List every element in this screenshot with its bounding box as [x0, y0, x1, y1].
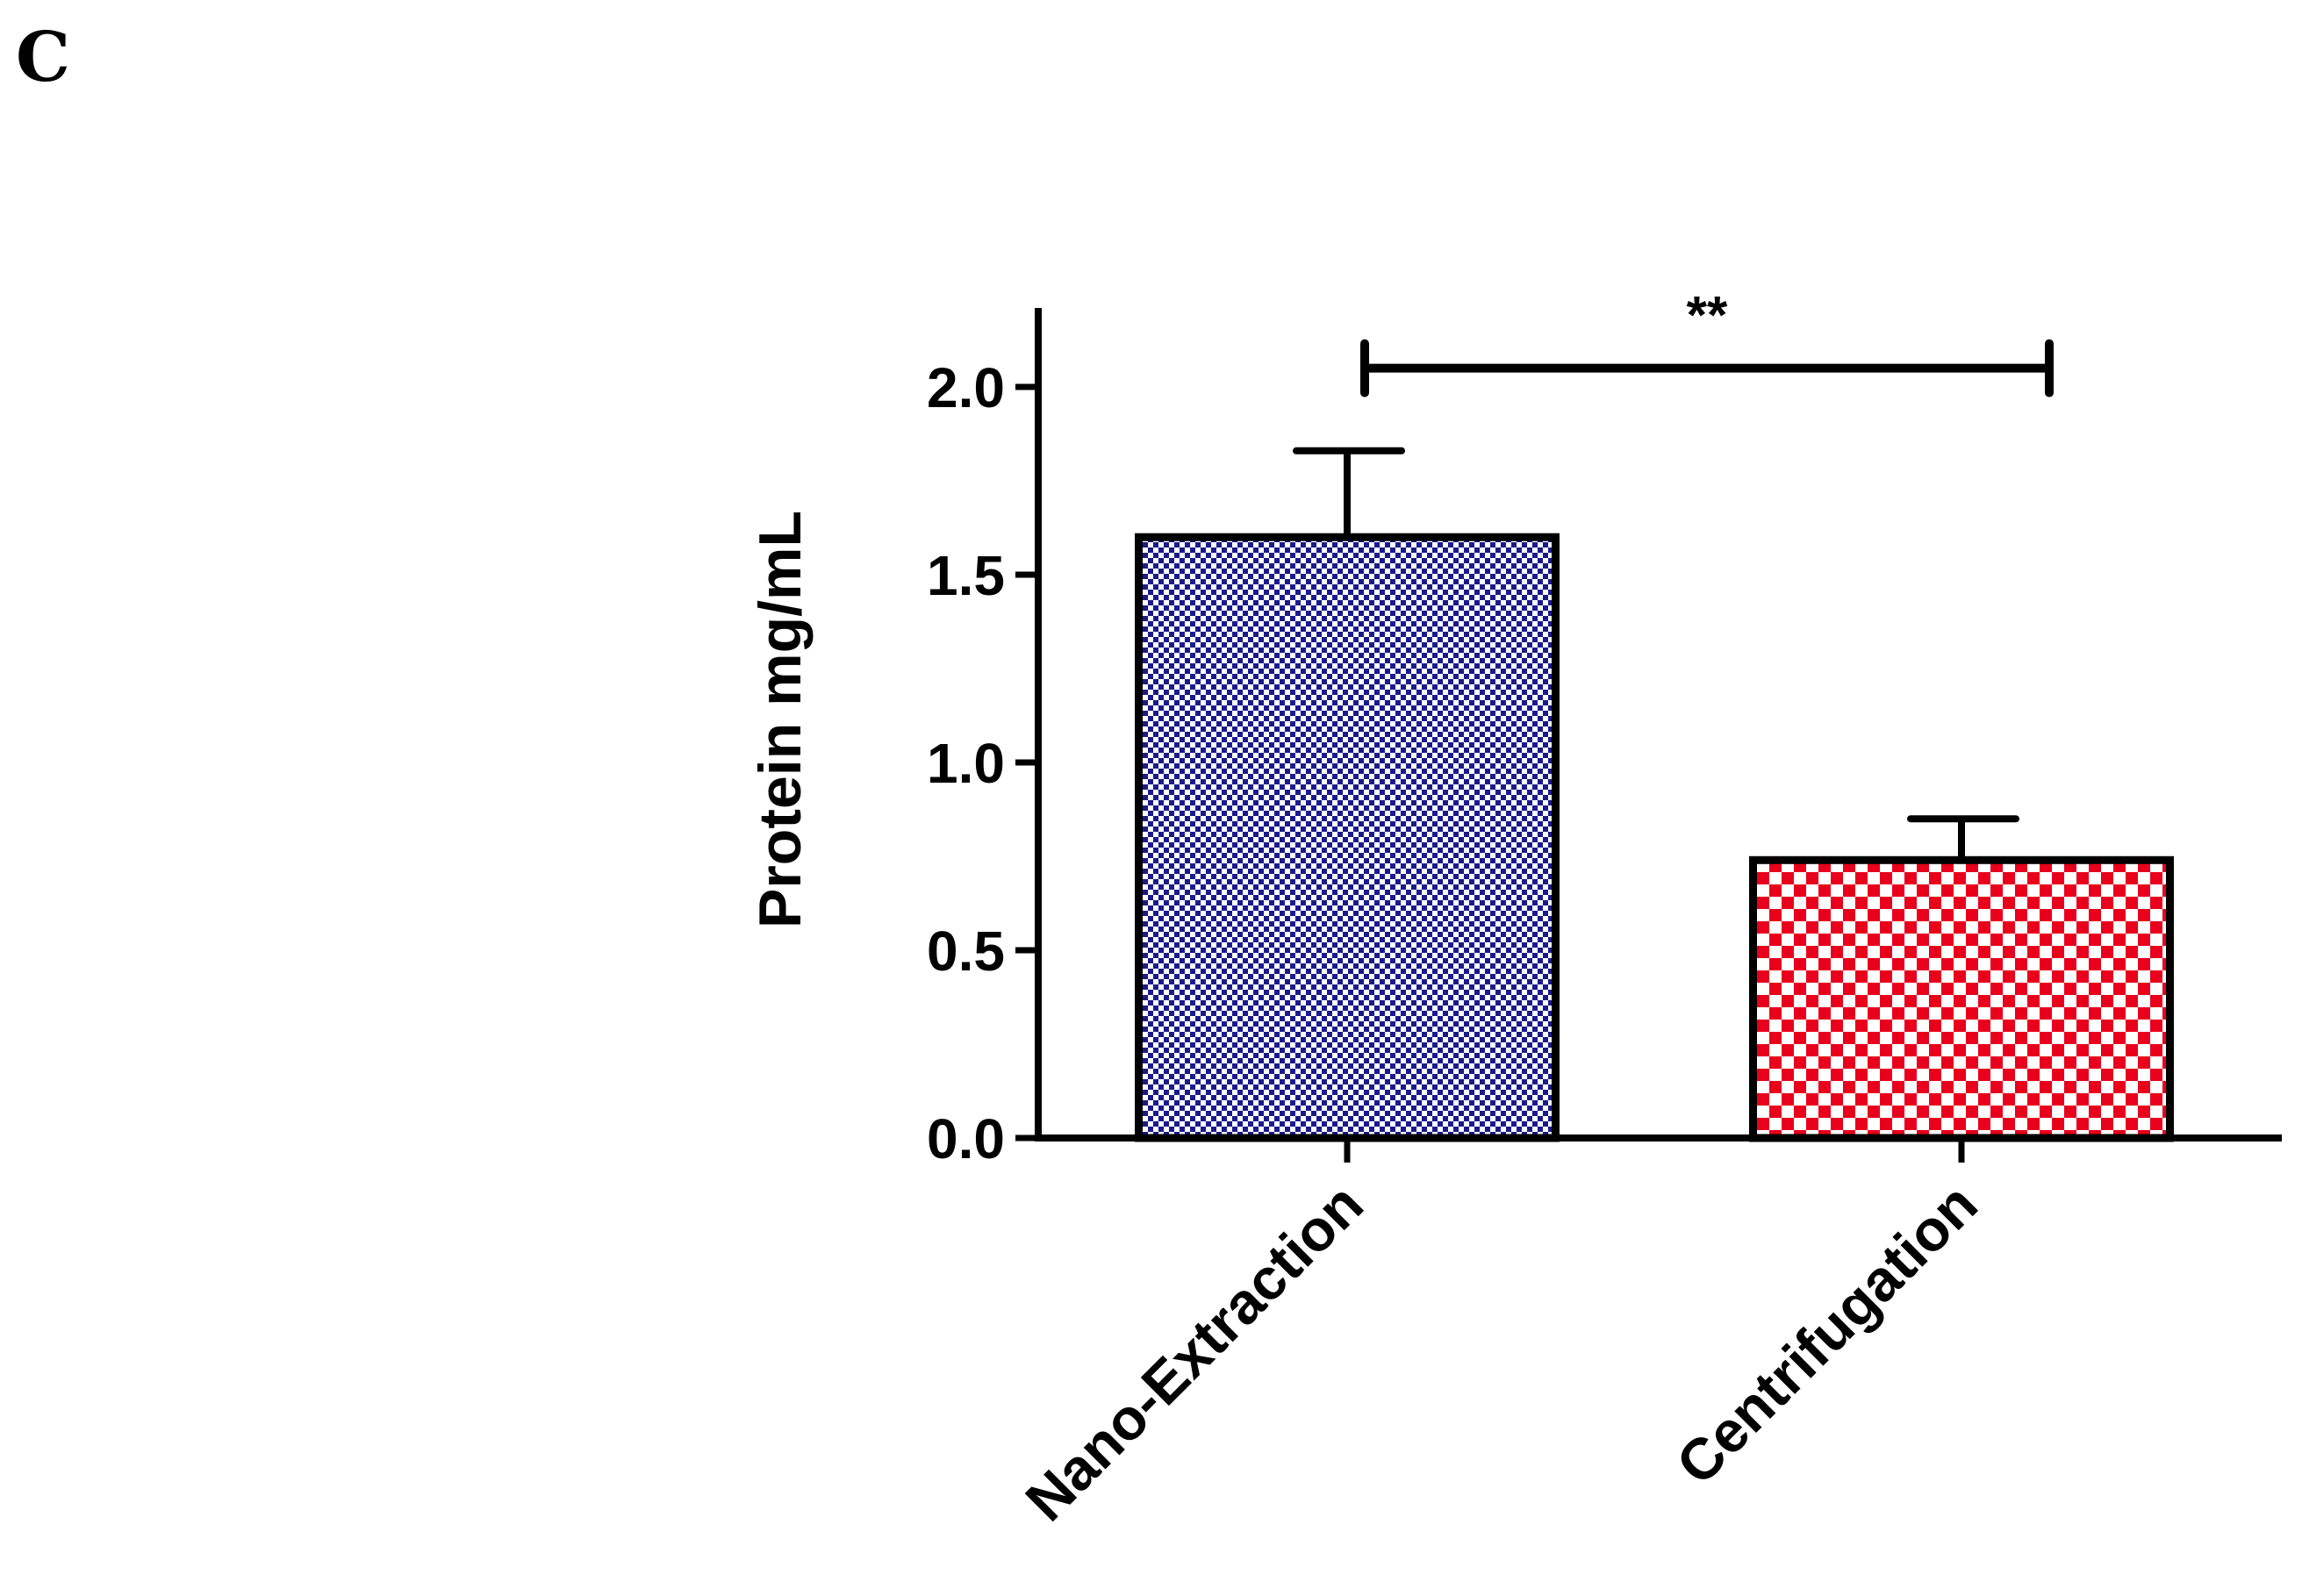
bars: [1135, 533, 2174, 1142]
panel-label: C: [16, 18, 70, 97]
y-tick-label: 0.0: [927, 1107, 1005, 1170]
error-bar: [1293, 447, 1405, 538]
significance-label: **: [1687, 286, 1728, 345]
x-tick-label: Centrifugation: [1664, 1171, 1990, 1497]
x-tick-label: Nano-Extraction: [1013, 1171, 1375, 1534]
significance-bracket: **: [1360, 286, 2054, 397]
bar-nano-extraction: [1135, 533, 1560, 1142]
y-axis-title: Protein mg/mL: [747, 511, 814, 928]
y-tick-label: 1.0: [927, 732, 1005, 795]
y-tick-label: 0.5: [927, 920, 1005, 983]
y-tick-label: 2.0: [927, 356, 1005, 419]
y-tick-label: 1.5: [927, 544, 1005, 607]
error-bars: [1293, 447, 2019, 861]
error-bar: [1907, 815, 2019, 861]
bar-centrifugation: [1749, 855, 2174, 1142]
